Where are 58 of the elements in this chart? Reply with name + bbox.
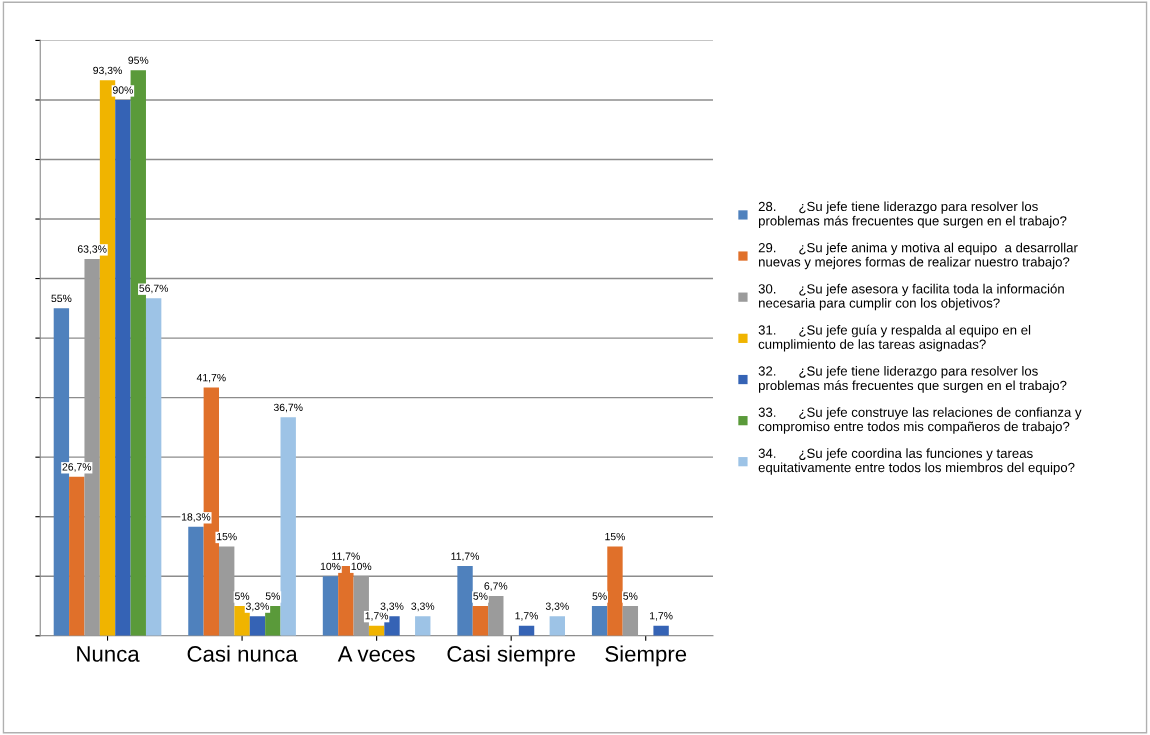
- data-label: 41,7%: [196, 373, 226, 383]
- bar: [591, 606, 608, 636]
- bar: [415, 616, 431, 636]
- data-label: 10%: [351, 562, 372, 571]
- x-tick-label: A veces: [337, 646, 415, 662]
- data-label: 6,7%: [484, 582, 508, 591]
- bar: [622, 606, 639, 636]
- data-label: 5%: [265, 592, 280, 600]
- x-tick-label: Siempre: [605, 645, 687, 667]
- bar: [322, 576, 339, 636]
- data-label: 3,3%: [411, 602, 435, 612]
- legend-label: 28. ¿Su jefe tiene liderazgo para resolver los problemas más frecuentes que surgen en el trabajo?: [758, 201, 1067, 229]
- legend-label: 32. ¿Su jefe tiene liderazgo para resolver los problemas más frecuentes que surgen en el trabajo?: [758, 366, 1067, 393]
- bar: [249, 616, 266, 636]
- bar: [219, 546, 235, 636]
- data-label: 15%: [605, 532, 626, 541]
- x-tick-label: Nunca: [77, 646, 140, 662]
- data-label: 26,7%: [62, 463, 92, 472]
- legend-label: 33. ¿Su jefe construye las relaciones de confianza y compromiso entre todos mis compañeros de trabajo?: [758, 407, 1082, 434]
- data-label: 11,7%: [451, 552, 480, 562]
- x-tick-label: Casi nunca: [187, 645, 298, 662]
- data-label: 3,3%: [245, 602, 269, 612]
- x-tick-label: Casi siempre: [447, 645, 576, 667]
- bar: [549, 616, 565, 636]
- legend-label: 31. ¿Su jefe guía y respalda al equipo en el cumplimiento de las tareas asignadas?: [758, 324, 1031, 352]
- legend-label: 30. ¿Su jefe asesora y facilita toda la información necesaria para cumplir con los objetivos?: [758, 283, 1064, 311]
- data-label: 11,7%: [332, 552, 360, 562]
- bar: [607, 546, 623, 636]
- data-label: 1,7%: [650, 612, 673, 621]
- data-label: 63,3%: [77, 245, 107, 254]
- data-label: 1,7%: [515, 612, 539, 621]
- data-label: 5%: [473, 592, 488, 600]
- data-label: 3,3%: [380, 602, 404, 612]
- data-label: 10%: [320, 562, 341, 571]
- bar: [653, 625, 669, 636]
- bar: [69, 476, 85, 636]
- bar: [115, 99, 131, 636]
- bar: [145, 298, 162, 636]
- data-label: 90%: [112, 86, 133, 94]
- data-label: 95%: [128, 56, 149, 64]
- data-label: 18,3%: [181, 513, 211, 522]
- legend-label: 34. ¿Su jefe coordina las funciones y tareas equitativamente entre todos los miembros del equipo?: [758, 448, 1075, 475]
- data-label: 93,3%: [93, 66, 122, 76]
- bar: [188, 526, 204, 636]
- data-label: 3,3%: [545, 602, 569, 612]
- data-label: 56,7%: [139, 284, 169, 294]
- bar: [457, 566, 473, 636]
- legend-label: 29. ¿Su jefe anima y motiva al equipo a desarrollar nuevas y mejores formas de realizar nuestro trabajo?: [758, 242, 1078, 270]
- data-label: 36,7%: [273, 403, 303, 413]
- data-label: 15%: [217, 532, 237, 541]
- data-label: 5%: [623, 592, 638, 600]
- bar: [472, 606, 489, 636]
- bar: [488, 595, 504, 636]
- data-label: 5%: [234, 592, 250, 600]
- data-label: 55%: [51, 294, 72, 303]
- bar: [280, 417, 296, 636]
- data-label: 1,7%: [365, 612, 389, 621]
- data-label: 5%: [592, 592, 607, 600]
